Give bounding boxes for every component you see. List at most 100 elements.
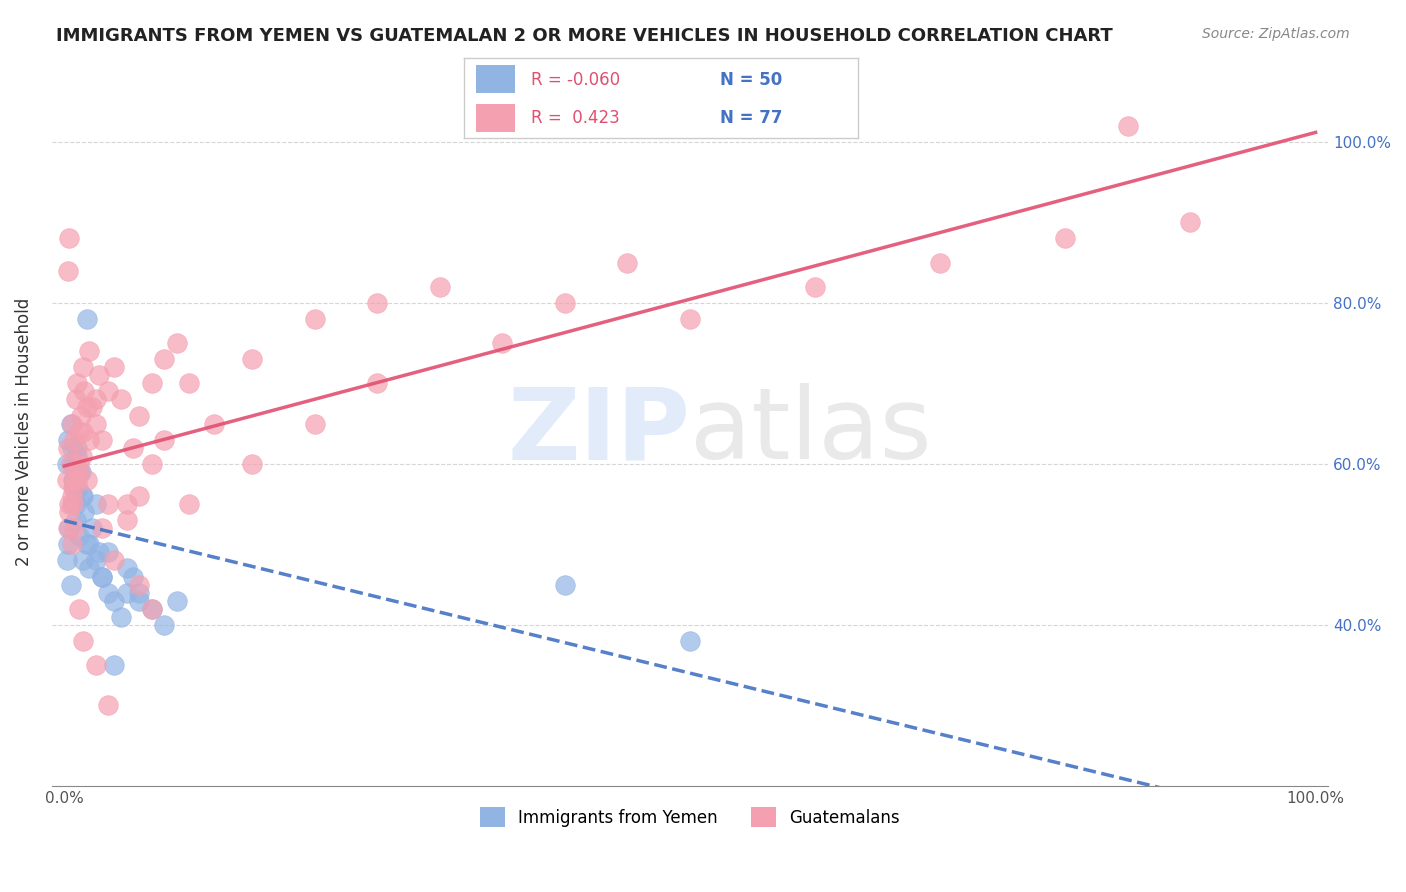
Point [76,312,98,326]
Point [97,497,120,511]
Point [97,698,120,713]
Point [59,577,82,591]
Point [103,553,125,567]
Point [67,529,90,543]
Point [103,658,125,673]
Point [366,376,388,391]
Point [90,569,112,583]
Point [84,658,107,673]
Point [63,433,86,447]
Point [153,352,176,367]
Point [55,553,77,567]
Point [66,481,89,495]
Point [80,521,103,535]
Point [65,513,87,527]
Point [679,633,702,648]
Point [76,401,98,415]
Point [70,489,93,503]
Point [616,255,638,269]
Text: ZIP: ZIP [508,383,690,480]
Point [304,417,326,431]
Point [70,449,93,463]
Point [1054,231,1077,245]
Point [153,433,176,447]
Point [491,336,513,351]
Point [179,497,201,511]
Point [366,295,388,310]
Point [141,601,163,615]
Point [80,401,103,415]
Point [166,593,188,607]
Point [67,465,90,479]
Point [59,457,82,471]
Point [66,473,89,487]
Point [76,473,98,487]
Point [115,513,138,527]
Point [55,473,77,487]
Text: Source: ZipAtlas.com: Source: ZipAtlas.com [1202,27,1350,41]
Point [84,553,107,567]
Point [103,360,125,375]
Point [60,489,83,503]
Point [58,497,80,511]
Point [141,376,163,391]
Point [65,392,87,407]
Point [128,585,150,599]
Point [304,312,326,326]
Point [69,465,91,479]
Point [204,417,226,431]
Point [1180,215,1202,229]
Point [79,561,101,575]
Text: N = 77: N = 77 [720,109,782,128]
Point [72,360,94,375]
Point [67,457,90,471]
Point [110,609,132,624]
Point [58,521,80,535]
Text: R =  0.423: R = 0.423 [531,109,620,128]
Point [166,336,188,351]
Point [128,409,150,423]
Point [66,465,89,479]
Point [240,352,263,367]
Point [115,497,138,511]
Point [60,537,83,551]
Point [62,473,84,487]
Point [90,569,112,583]
Point [554,295,576,310]
Point [1116,119,1139,133]
Text: atlas: atlas [690,383,932,480]
Point [84,392,107,407]
Point [79,537,101,551]
Point [554,577,576,591]
Point [56,433,79,447]
Point [62,481,84,495]
Point [60,441,83,455]
Point [141,601,163,615]
Point [90,521,112,535]
Y-axis label: 2 or more Vehicles in Household: 2 or more Vehicles in Household [15,298,32,566]
Point [90,433,112,447]
Point [804,279,827,293]
Point [72,425,94,439]
Point [63,481,86,495]
Point [65,497,87,511]
Text: R = -0.060: R = -0.060 [531,70,620,88]
Point [128,489,150,503]
Point [79,433,101,447]
Point [63,473,86,487]
Point [63,473,86,487]
Point [59,417,82,431]
Point [103,593,125,607]
Point [60,417,83,431]
Point [62,457,84,471]
Point [66,449,89,463]
Point [66,376,89,391]
Point [67,601,90,615]
Point [79,344,101,359]
Point [73,384,96,399]
Point [115,585,138,599]
Point [97,545,120,559]
Point [72,553,94,567]
Point [58,231,80,245]
Point [115,561,138,575]
